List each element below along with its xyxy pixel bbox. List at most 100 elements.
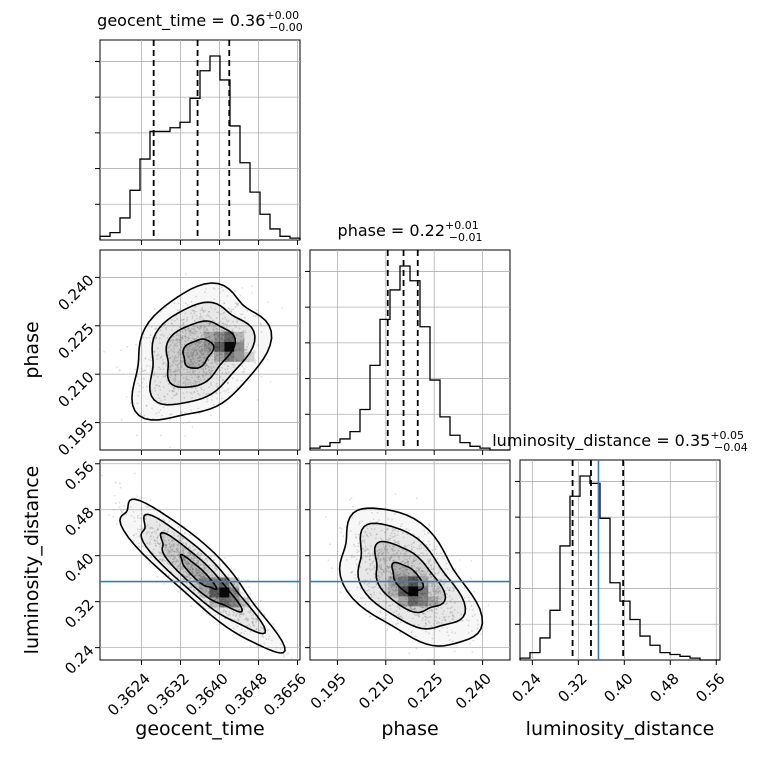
scatter-point (441, 619, 444, 622)
scatter-point (325, 515, 328, 518)
scatter-point (384, 584, 387, 587)
scatter-point (150, 526, 153, 529)
scatter-point (408, 572, 410, 575)
scatter-point (188, 573, 191, 576)
scatter-point (154, 542, 157, 545)
scatter-point (187, 362, 190, 365)
scatter-point (201, 348, 204, 350)
scatter-point (383, 557, 386, 560)
scatter-point (232, 627, 235, 630)
scatter-point (405, 574, 407, 577)
scatter-point (191, 363, 194, 366)
scatter-point (226, 382, 229, 385)
scatter-point (171, 364, 174, 367)
scatter-point (165, 546, 168, 548)
scatter-point (423, 575, 425, 578)
scatter-point (180, 336, 183, 339)
scatter-point (397, 554, 400, 557)
scatter-point (156, 384, 158, 387)
scatter-point (443, 610, 445, 613)
scatter-point (219, 340, 221, 342)
scatter-point (420, 585, 423, 588)
scatter-point (189, 381, 192, 384)
density-bin (234, 341, 245, 352)
scatter-point (448, 615, 450, 618)
scatter-point (196, 344, 199, 347)
scatter-point (159, 408, 162, 411)
scatter-point (438, 571, 440, 574)
scatter-point (419, 603, 422, 606)
scatter-point (215, 397, 218, 400)
density-bin (199, 577, 210, 588)
scatter-point (187, 356, 190, 359)
scatter-point (137, 516, 139, 519)
scatter-point (413, 556, 415, 559)
scatter-point (178, 348, 181, 351)
density-bin (219, 587, 230, 598)
scatter-point (193, 559, 195, 562)
scatter-point (181, 331, 184, 333)
scatter-point (192, 362, 195, 365)
scatter-point (170, 413, 173, 416)
scatter-point (404, 545, 407, 548)
scatter-point (404, 567, 407, 569)
scatter-point (205, 567, 207, 569)
scatter-point (421, 570, 424, 572)
scatter-point (185, 320, 188, 323)
scatter-point (232, 308, 235, 311)
scatter-point (371, 561, 374, 563)
scatter-point (389, 570, 391, 573)
scatter-point (407, 596, 410, 599)
scatter-point (429, 597, 432, 600)
scatter-point (175, 339, 177, 342)
scatter-point (234, 290, 237, 292)
scatter-point (248, 623, 250, 626)
scatter-point (256, 618, 259, 621)
scatter-point (164, 546, 167, 549)
scatter-point (200, 345, 203, 348)
scatter-point (280, 643, 282, 646)
scatter-point (203, 567, 206, 569)
scatter-point (160, 355, 163, 358)
scatter-point (177, 565, 180, 568)
scatter-point (210, 555, 212, 558)
scatter-point (195, 362, 197, 365)
scatter-point (186, 378, 189, 381)
scatter-point (436, 572, 439, 575)
scatter-point (173, 560, 175, 563)
scatter-point (234, 306, 237, 309)
scatter-point (386, 548, 389, 551)
scatter-point (202, 575, 205, 578)
density-bin (204, 331, 215, 342)
scatter-point (197, 335, 199, 338)
scatter-point (180, 361, 183, 364)
scatter-point (229, 595, 232, 597)
scatter-point (201, 356, 204, 359)
scatter-point (148, 562, 151, 565)
scatter-point (398, 577, 401, 580)
scatter-point (190, 585, 193, 588)
scatter-point (376, 511, 379, 514)
scatter-point (221, 387, 223, 389)
scatter-point (252, 613, 255, 616)
scatter-point (205, 336, 208, 339)
scatter-point (235, 592, 238, 595)
scatter-point (154, 380, 156, 383)
scatter-point (420, 543, 422, 546)
scatter-point (148, 336, 151, 339)
scatter-point (390, 556, 393, 559)
scatter-point (429, 564, 432, 566)
scatter-point (354, 573, 357, 576)
scatter-point (222, 598, 225, 601)
density-bin (204, 341, 215, 352)
scatter-point (221, 322, 224, 325)
scatter-point (260, 599, 262, 602)
scatter-point (146, 506, 149, 508)
scatter-point (170, 539, 173, 542)
title-upper-error: +0.01 (445, 219, 479, 232)
scatter-point (179, 361, 181, 364)
scatter-point (215, 377, 218, 379)
scatter-point (251, 292, 254, 294)
scatter-point (148, 541, 151, 543)
scatter-point (138, 545, 141, 548)
